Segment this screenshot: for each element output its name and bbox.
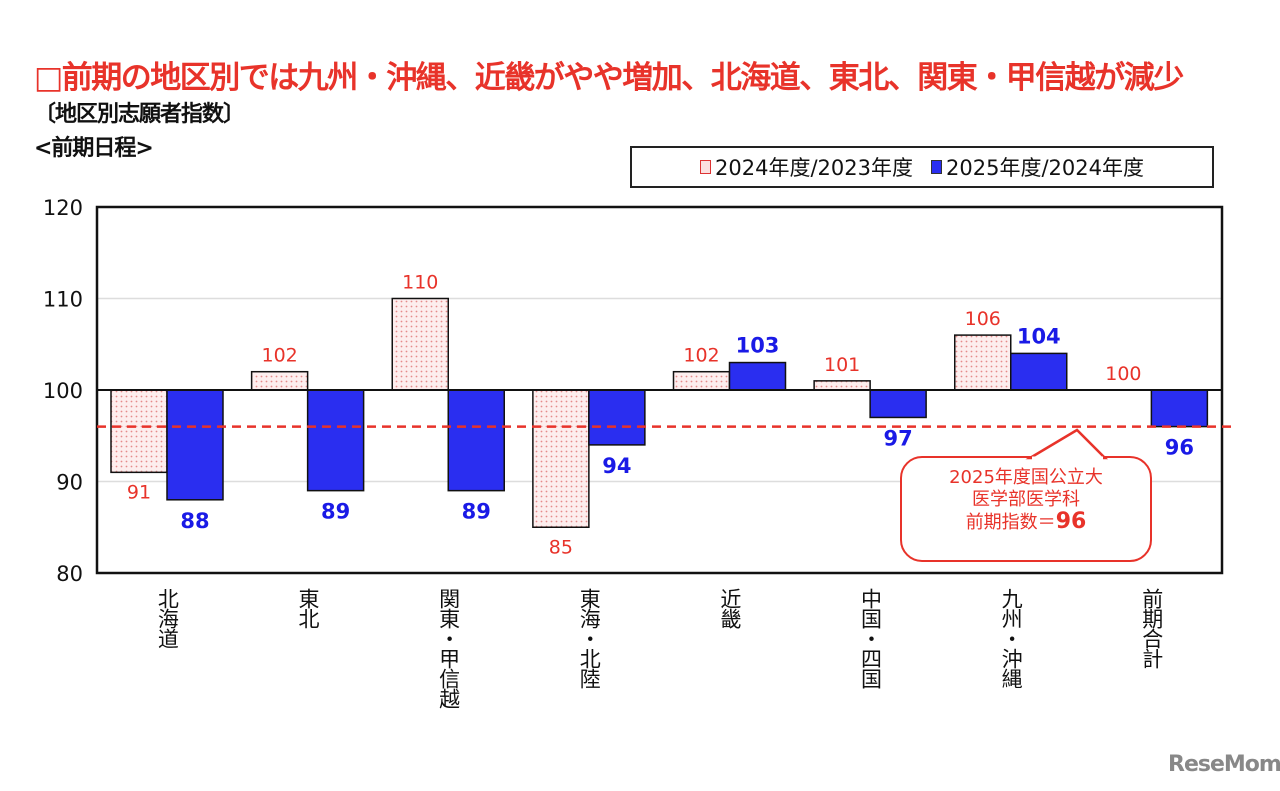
- legend: 2024年度/2023年度 2025年度/2024年度: [630, 146, 1214, 188]
- legend-item-2025: 2025年度/2024年度: [931, 152, 1144, 182]
- data-label: 104: [1017, 324, 1061, 348]
- bar-2025: [1010, 352, 1068, 391]
- y-tick-label: 100: [43, 379, 83, 403]
- y-tick-label: 90: [56, 471, 83, 495]
- bar-2025: [728, 361, 787, 391]
- plot-frame: [95, 205, 1224, 575]
- bar-2024: [391, 297, 449, 391]
- bar-2024: [110, 389, 168, 474]
- callout-value: 96: [1055, 509, 1087, 534]
- legend-swatch-pink: [700, 160, 712, 174]
- x-tick-label: 九州・沖縄: [999, 588, 1024, 688]
- data-label: 85: [549, 536, 573, 558]
- data-label: 88: [180, 509, 209, 533]
- bar-2025: [869, 389, 927, 419]
- bar-2024: [250, 370, 309, 391]
- schedule-label: <前期日程>: [34, 136, 154, 161]
- x-tick-label: 関東・甲信越: [436, 588, 461, 708]
- data-label: 89: [321, 500, 350, 524]
- chart-subtitle: 〔地区別志願者指数〕: [34, 102, 245, 127]
- data-label: 101: [824, 354, 860, 376]
- bar-2025: [1150, 389, 1209, 428]
- data-label: 110: [402, 272, 438, 294]
- bar-2025: [588, 389, 646, 446]
- bar-2025: [447, 389, 505, 492]
- x-tick-label: 東北: [295, 588, 320, 628]
- bar-2024: [532, 389, 590, 528]
- y-tick-label: 120: [43, 196, 83, 220]
- legend-label: 2024年度/2023年度: [715, 156, 913, 180]
- data-label: 100: [1105, 363, 1141, 385]
- callout-prefix: 前期指数＝: [965, 512, 1056, 533]
- x-tick-label: 北海道: [155, 588, 180, 648]
- data-label: 103: [736, 334, 780, 358]
- resemom-logo: ReseMom: [1168, 752, 1280, 777]
- legend-label: 2025年度/2024年度: [946, 156, 1144, 180]
- bar-2025: [306, 389, 365, 492]
- data-label: 94: [602, 454, 631, 478]
- callout-line: 前期指数＝96: [902, 511, 1150, 534]
- data-label: 97: [884, 426, 913, 450]
- x-tick-label: 中国・四国: [858, 588, 883, 688]
- bar-2024: [813, 380, 871, 391]
- data-label: 96: [1165, 436, 1194, 460]
- callout-line: 医学部医学科: [972, 489, 1080, 510]
- y-tick-label: 80: [56, 562, 83, 586]
- x-tick-label: 前期合計: [1139, 588, 1164, 668]
- data-label: 102: [683, 345, 719, 367]
- data-label: 89: [462, 500, 491, 524]
- legend-item-2024: 2024年度/2023年度: [700, 152, 913, 182]
- bar-2025: [166, 389, 224, 501]
- data-label: 106: [965, 308, 1001, 330]
- chart-title: □前期の地区別では九州・沖縄、近畿がやや増加、北海道、東北、関東・甲信越が減少: [34, 60, 1184, 96]
- legend-swatch-blue: [931, 160, 942, 174]
- x-tick-label: 東海・北陸: [577, 588, 602, 688]
- y-tick-label: 110: [43, 288, 83, 312]
- callout-line: 2025年度国公立大: [949, 467, 1103, 488]
- data-label: 102: [261, 345, 297, 367]
- data-label: 91: [127, 481, 151, 503]
- bar-2024: [954, 334, 1012, 391]
- x-tick-label: 近畿: [717, 588, 742, 628]
- callout-box: 2025年度国公立大 医学部医学科 前期指数＝96: [900, 456, 1152, 562]
- bar-2024: [672, 370, 731, 391]
